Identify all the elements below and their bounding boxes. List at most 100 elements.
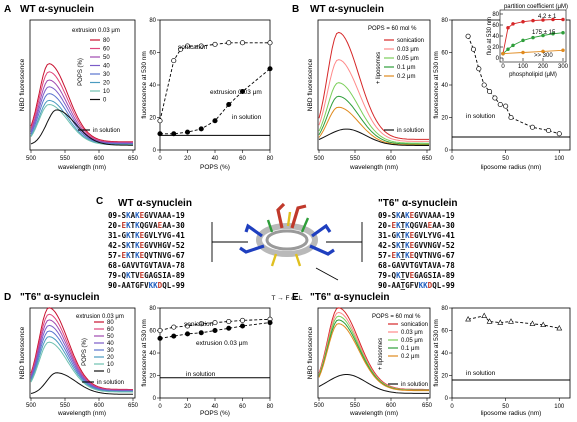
y-tick-label: 20: [441, 116, 448, 122]
data-point: [556, 325, 563, 331]
label-solution: in solution: [466, 113, 496, 120]
residue: Y: [428, 231, 433, 240]
panel-e-spectra-chart: 500 550 600 650 wavelength (nm) NBD fluo…: [307, 307, 433, 417]
legend-label: 0.03 μm: [401, 330, 423, 336]
sequence-start: 31-: [108, 231, 122, 240]
residue: G: [144, 241, 149, 250]
sequence-end: -52: [171, 241, 185, 250]
residue: V: [144, 281, 149, 290]
residue: E: [392, 221, 397, 230]
residue: G: [414, 241, 419, 250]
residue: A: [126, 261, 131, 270]
data-point: [157, 327, 163, 334]
legend-title: extrusion 0.03 μm: [72, 28, 120, 34]
series-line: [160, 68, 271, 135]
data-point: [212, 41, 218, 47]
sequence-line: 79-QKTVEGAGSIA-89: [378, 271, 455, 280]
side-chain: [266, 219, 274, 233]
sequence-line: 31-GKTKEGVLYVG-41: [378, 231, 455, 240]
residue: V: [419, 211, 424, 220]
y-tick-label: 40: [441, 83, 448, 89]
data-point: [465, 33, 471, 39]
residue: A: [437, 211, 442, 220]
x-tick-label: 0: [501, 64, 505, 70]
residue: G: [167, 231, 172, 240]
residue: N: [428, 241, 433, 250]
spectra-curves: [318, 31, 429, 146]
residue: K: [126, 221, 131, 230]
residue: K: [396, 231, 401, 240]
y-tick-label: 60: [441, 51, 448, 57]
x-tick-label: 40: [212, 404, 219, 410]
residue: T: [131, 271, 136, 280]
data-point: [508, 114, 514, 121]
x-axis-label: wavelength (nm): [57, 410, 106, 417]
x-tick-label: 50: [502, 404, 509, 410]
residue: K: [135, 241, 140, 250]
sequence-start: 09-: [108, 211, 122, 220]
y-tick-label: 0: [445, 148, 449, 154]
residue: T: [401, 221, 406, 230]
residue: G: [405, 281, 410, 290]
residue: T: [401, 241, 406, 250]
legend-label: in solution: [97, 380, 124, 386]
residue: E: [140, 251, 145, 260]
y-axis-label: NBD fluorescence: [307, 326, 314, 379]
legend-label: 40: [107, 341, 114, 347]
residue: Q: [122, 271, 127, 280]
residue: A: [149, 271, 154, 280]
residue: Y: [158, 231, 163, 240]
residue: L: [167, 281, 172, 290]
inset-value-label: >> 300: [534, 53, 553, 59]
data-point: [492, 95, 498, 101]
sequence-end: -30: [441, 221, 455, 230]
residue: A: [158, 261, 163, 270]
legend-label: 0.05 μm: [397, 56, 419, 62]
residue: A: [153, 221, 158, 230]
sequence-start: 57-: [378, 251, 392, 260]
panel-c: C WT α-synuclein "T6" α-synuclein 09-SKA…: [96, 196, 458, 302]
x-tick-label: 0: [158, 404, 162, 410]
data-point: [212, 118, 218, 124]
legend-label: in solution: [397, 128, 424, 134]
residue: V: [149, 251, 154, 260]
data-point: [551, 32, 555, 36]
residue: A: [167, 271, 172, 280]
residue: K: [126, 271, 131, 280]
residue: A: [432, 211, 437, 220]
residue: E: [410, 251, 415, 260]
residue: A: [167, 221, 172, 230]
y-axis-label: fluorescence at 530 nm: [141, 51, 148, 119]
legend: sonication 0.03 μm 0.05 μm 0.1 μm 0.2 μm in s…: [384, 38, 424, 134]
residue: D: [158, 281, 163, 290]
residue: V: [432, 261, 437, 270]
residue: A: [396, 261, 401, 270]
panel-a-spectra-chart: 500 550 600 650 wavelength (nm) NBD fluo…: [19, 19, 139, 171]
inset-value-label: 175 ± 15: [532, 30, 556, 36]
glutamate-side-chain: [276, 202, 286, 229]
axis-ticks: 0 100 200 300 0 20 40 60 80: [492, 12, 568, 70]
residue: S: [428, 271, 433, 280]
legend-axis-label: POPS (%): [78, 58, 84, 86]
residue: T: [131, 221, 136, 230]
wt-sequence-list: 09-SKAKEGVVAAA-1920-EKTKQGVAEAA-3031-GKT…: [108, 211, 185, 290]
residue: G: [144, 261, 149, 270]
liposomes-label: + liposomes: [378, 338, 384, 370]
x-axis-label: POPS (%): [200, 410, 230, 417]
label-sonication: sonication: [184, 321, 214, 328]
legend-label: 30: [103, 72, 110, 78]
residue: E: [140, 211, 145, 220]
y-tick-label: 80: [441, 18, 448, 24]
x-tick-label: 50: [502, 156, 509, 162]
sequence-start: 90-: [378, 281, 392, 290]
sequence-start: 68-: [108, 261, 122, 270]
residue: V: [419, 241, 424, 250]
data-point: [506, 47, 510, 51]
residue: Q: [140, 221, 145, 230]
residue: K: [135, 211, 140, 220]
residue: K: [126, 231, 131, 240]
residue: T: [140, 261, 145, 270]
data-point: [561, 30, 565, 35]
residue: E: [410, 231, 415, 240]
residue: T: [401, 231, 406, 240]
